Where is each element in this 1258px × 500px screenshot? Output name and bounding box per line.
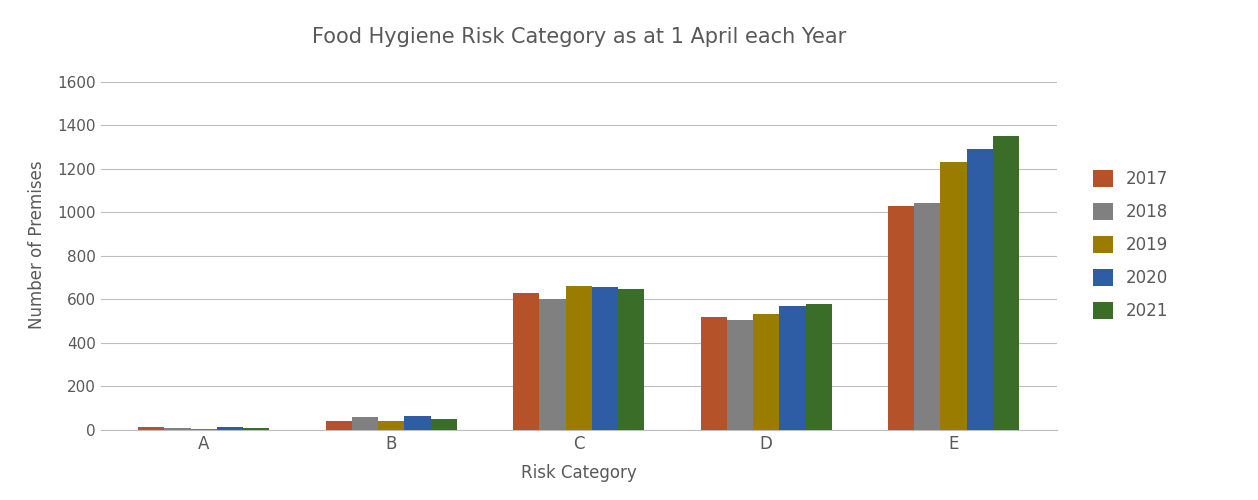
Bar: [941, 162, 966, 430]
Bar: [591, 288, 618, 430]
Bar: [888, 206, 915, 430]
Bar: [404, 416, 430, 430]
Bar: [966, 149, 993, 430]
Bar: [566, 286, 591, 430]
Bar: [915, 202, 941, 430]
Bar: [805, 304, 832, 430]
Bar: [326, 421, 352, 430]
Bar: [993, 136, 1019, 430]
Bar: [701, 317, 727, 430]
Bar: [540, 300, 566, 430]
Bar: [165, 428, 191, 430]
Bar: [379, 421, 404, 430]
Y-axis label: Number of Premises: Number of Premises: [28, 160, 47, 330]
Bar: [216, 428, 243, 430]
Bar: [754, 314, 779, 430]
Bar: [243, 428, 269, 430]
Bar: [727, 320, 754, 430]
Title: Food Hygiene Risk Category as at 1 April each Year: Food Hygiene Risk Category as at 1 April…: [312, 28, 845, 48]
Bar: [352, 416, 379, 430]
Bar: [779, 306, 805, 430]
Bar: [430, 418, 457, 430]
Bar: [138, 427, 165, 430]
Legend: 2017, 2018, 2019, 2020, 2021: 2017, 2018, 2019, 2020, 2021: [1084, 161, 1176, 329]
Bar: [618, 288, 644, 430]
Bar: [191, 429, 216, 430]
Bar: [513, 293, 540, 430]
X-axis label: Risk Category: Risk Category: [521, 464, 637, 482]
